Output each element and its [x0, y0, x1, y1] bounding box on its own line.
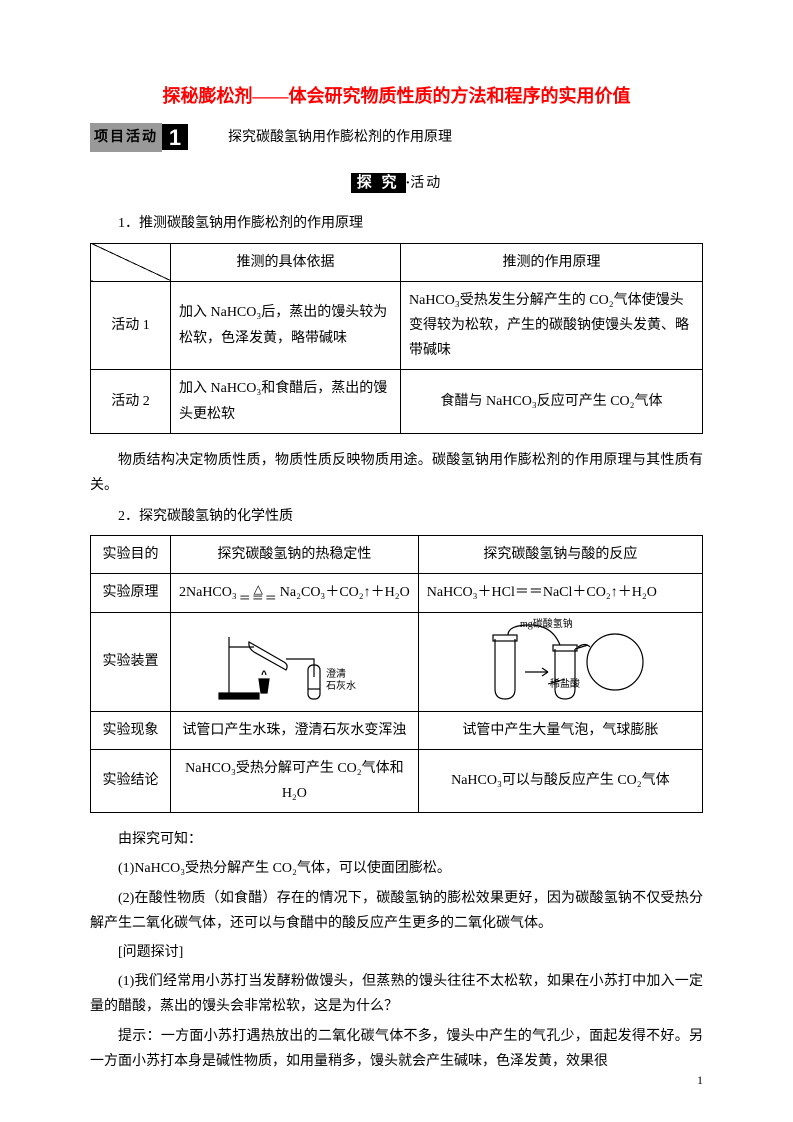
paragraph: (1)NaHCO₃受热分解产生 CO₂气体，可以使面团膨松。 [90, 856, 703, 881]
apparatus-diagram-1: 澄清 石灰水 [171, 612, 419, 711]
apparatus-diagram-2: mg碳酸氢钠 稀盐酸 [418, 612, 702, 711]
table-row: 活动 2 加入 NaHCO₃和食醋后，蒸出的馒头更松软 食醋与 NaHCO₃反应… [91, 370, 703, 433]
table-row: 实验结论 NaHCO₃受热分解可产生 CO₂气体和 H₂O NaHCO₃可以与酸… [91, 749, 703, 812]
table-row: 实验目的 探究碳酸氢钠的热稳定性 探究碳酸氢钠与酸的反应 [91, 536, 703, 574]
cell: NaHCO₃受热分解可产生 CO₂气体和 H₂O [171, 749, 419, 812]
paragraph: 提示：一方面小苏打遇热放出的二氧化碳气体不多，馒头中产生的气孔少，面起发得不好。… [90, 1024, 703, 1074]
row-label: 实验目的 [91, 536, 171, 574]
paragraph: (2)在酸性物质（如食醋）存在的情况下，碳酸氢钠的膨松效果更好，因为碳酸氢钠不仅… [90, 886, 703, 936]
paragraph: 由探究可知： [90, 827, 703, 852]
diag-cell [91, 243, 171, 281]
equation-cell: NaHCO₃＋HCl＝＝NaCl＋CO₂↑＋H₂O [418, 574, 702, 612]
equation-cell: 2NaHCO₃△＝＝＝Na₂CO₃＋CO₂↑＋H₂O [171, 574, 419, 612]
row-label: 实验装置 [91, 612, 171, 711]
subtitle: 探究碳酸氢钠用作膨松剂的作用原理 [228, 125, 452, 150]
badge-label: 项目活动 [90, 123, 162, 152]
eq-condition: △＝＝＝ [239, 583, 278, 604]
eq-left: 2NaHCO₃ [179, 585, 237, 600]
row-label: 活动 2 [91, 370, 171, 433]
section-label-box: 探 究 [351, 173, 406, 193]
paragraph: (1)我们经常用小苏打当发酵粉做馒头，但蒸熟的馒头往往不太松软，如果在小苏打中加… [90, 969, 703, 1019]
top-label: mg碳酸氢钠 [520, 617, 573, 630]
section-label: 探 究·活动 [90, 170, 703, 197]
cell: 试管口产生水珠，澄清石灰水变浑浊 [171, 711, 419, 749]
badge-row: 项目活动 1 探究碳酸氢钠用作膨松剂的作用原理 [90, 124, 703, 150]
acid-label: 稀盐酸 [550, 677, 580, 690]
paragraph: [问题探讨] [90, 940, 703, 965]
row-label: 实验原理 [91, 574, 171, 612]
eq-right: Na₂CO₃＋CO₂↑＋H₂O [280, 585, 410, 600]
table-row: 实验原理 2NaHCO₃△＝＝＝Na₂CO₃＋CO₂↑＋H₂O NaHCO₃＋H… [91, 574, 703, 612]
cell: 试管中产生大量气泡，气球膨胀 [418, 711, 702, 749]
section-label-tail: 活动 [410, 176, 442, 191]
badge-number: 1 [162, 124, 188, 150]
row-label: 活动 1 [91, 281, 171, 370]
lime-label: 澄清 [326, 667, 346, 680]
row-label: 实验现象 [91, 711, 171, 749]
row-basis: 加入 NaHCO₃和食醋后，蒸出的馒头更松软 [171, 370, 401, 433]
page-title: 探秘膨松剂——体会研究物质性质的方法和程序的实用价值 [90, 80, 703, 112]
paragraph: 物质结构决定物质性质，物质性质反映物质用途。碳酸氢钠用作膨松剂的作用原理与其性质… [90, 448, 703, 498]
table-row: 推测的具体依据 推测的作用原理 [91, 243, 703, 281]
row-principle: NaHCO₃受热发生分解产生的 CO₂气体使馒头变得较为松软，产生的碳酸钠使馒头… [401, 281, 703, 370]
table-header: 推测的作用原理 [401, 243, 703, 281]
heading-1: 1．推测碳酸氢钠用作膨松剂的作用原理 [90, 211, 703, 236]
row-basis: 加入 NaHCO₃后，蒸出的馒头较为松软，色泽发黄，略带碱味 [171, 281, 401, 370]
row-principle: 食醋与 NaHCO₃反应可产生 CO₂气体 [401, 370, 703, 433]
table-1: 推测的具体依据 推测的作用原理 活动 1 加入 NaHCO₃后，蒸出的馒头较为松… [90, 243, 703, 434]
cell: 探究碳酸氢钠的热稳定性 [171, 536, 419, 574]
table-header: 推测的具体依据 [171, 243, 401, 281]
activity-badge: 项目活动 1 [90, 124, 188, 150]
cell: NaHCO₃可以与酸反应产生 CO₂气体 [418, 749, 702, 812]
heading-2: 2．探究碳酸氢钠的化学性质 [90, 504, 703, 529]
table-row: 实验装置 [91, 612, 703, 711]
table-row: 活动 1 加入 NaHCO₃后，蒸出的馒头较为松软，色泽发黄，略带碱味 NaHC… [91, 281, 703, 370]
lime-label2: 石灰水 [326, 679, 356, 692]
row-label: 实验结论 [91, 749, 171, 812]
table-2: 实验目的 探究碳酸氢钠的热稳定性 探究碳酸氢钠与酸的反应 实验原理 2NaHCO… [90, 535, 703, 813]
page-number: 1 [697, 1070, 703, 1092]
cell: 探究碳酸氢钠与酸的反应 [418, 536, 702, 574]
table-row: 实验现象 试管口产生水珠，澄清石灰水变浑浊 试管中产生大量气泡，气球膨胀 [91, 711, 703, 749]
